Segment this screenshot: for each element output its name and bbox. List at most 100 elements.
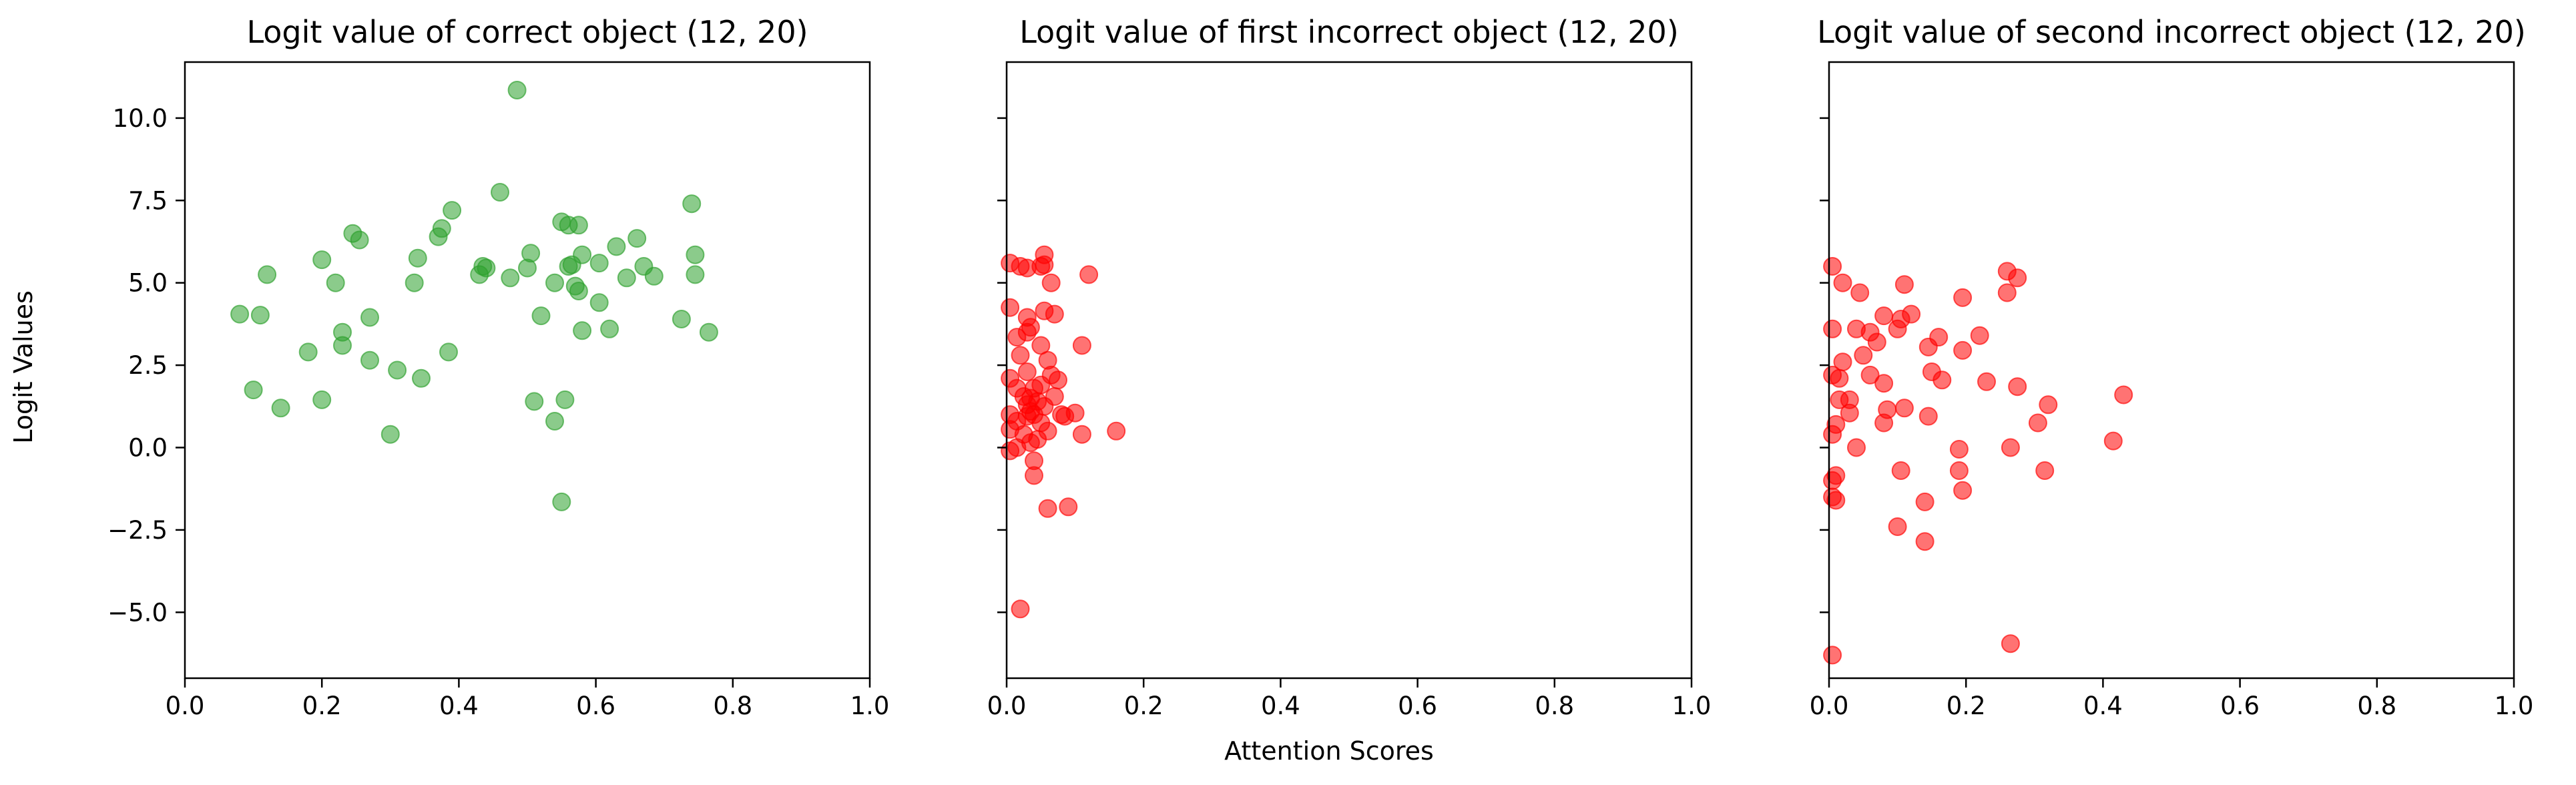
y-tick-label: −5.0 (107, 598, 168, 627)
data-point (1970, 326, 1989, 345)
data-point (2028, 413, 2047, 433)
data-point (258, 265, 277, 284)
data-point (573, 321, 592, 340)
data-point (1953, 340, 1973, 360)
data-point (1038, 499, 1057, 518)
data-point (699, 322, 718, 342)
data-point (1826, 415, 1846, 434)
data-point (1041, 273, 1061, 292)
x-tick-label: 0.6 (1398, 692, 1437, 720)
data-point (1949, 461, 1969, 480)
data-point (1915, 492, 1935, 511)
data-point (1826, 491, 1846, 510)
data-point (326, 273, 345, 292)
data-point (1997, 283, 2017, 302)
data-point (271, 399, 290, 418)
x-tick-label: 1.0 (1672, 692, 1712, 720)
data-point (1011, 346, 1030, 365)
data-point (1850, 283, 1870, 302)
data-point (1823, 319, 1842, 338)
data-point (298, 342, 318, 362)
data-point (230, 304, 250, 324)
data-point (2035, 461, 2055, 480)
data-point (1854, 346, 1873, 365)
data-point (360, 350, 379, 370)
data-point (501, 268, 520, 288)
data-point (405, 273, 424, 292)
data-point (1847, 438, 1866, 457)
data-point (545, 412, 564, 431)
data-point (360, 308, 379, 327)
data-point (600, 319, 619, 338)
y-tick-label: 0.0 (128, 433, 168, 462)
data-point (250, 306, 270, 325)
data-point (1867, 332, 1886, 352)
data-point (244, 380, 263, 400)
x-tick-label: 1.0 (850, 692, 890, 720)
data-point (1038, 421, 1057, 441)
data-point (1891, 461, 1910, 480)
plot-frame (1005, 61, 1693, 680)
data-point (388, 360, 407, 380)
data-point (1894, 275, 1914, 294)
data-point (1949, 440, 1969, 459)
data-point (1833, 352, 1852, 372)
x-tick-label: 0.0 (166, 692, 205, 720)
data-point (682, 194, 702, 214)
y-axis-label: Logit Values (9, 290, 38, 444)
data-point (1933, 370, 1952, 390)
data-point (1953, 288, 1973, 307)
data-point (1977, 372, 1996, 391)
data-point (1874, 374, 1894, 393)
data-point (686, 265, 705, 284)
y-tick-label: −2.5 (107, 516, 168, 545)
x-tick-label: 0.2 (302, 692, 342, 720)
data-point (672, 310, 691, 328)
data-point (1017, 362, 1037, 381)
data-point (1107, 421, 1126, 441)
data-point (312, 250, 332, 270)
data-point (2103, 431, 2123, 451)
data-point (573, 245, 592, 264)
data-point (1823, 645, 1842, 665)
data-point (1059, 497, 1078, 517)
data-point (1011, 599, 1030, 619)
data-point (521, 244, 541, 263)
data-point (1823, 257, 1842, 276)
data-point (1915, 532, 1935, 551)
data-point (1918, 407, 1938, 426)
data-point (1025, 466, 1043, 485)
data-point (507, 81, 527, 99)
x-tick-label: 1.0 (2495, 692, 2534, 720)
data-point (686, 245, 705, 264)
data-point (2039, 395, 2058, 415)
data-point (333, 336, 352, 355)
data-point (380, 425, 400, 444)
x-tick-label: 0.6 (576, 692, 615, 720)
scatter-panel-1: Logit value of correct object (12, 20) 0.… (107, 14, 889, 720)
x-tick-label: 0.0 (1810, 692, 1849, 720)
data-point (569, 282, 588, 300)
data-point (1840, 403, 1859, 423)
x-axis-label: Attention Scores (1224, 736, 1434, 766)
y-tick-label: 7.5 (128, 186, 168, 215)
data-point (2114, 385, 2133, 405)
data-point (1902, 304, 1921, 324)
data-point (1874, 306, 1894, 326)
data-point (443, 201, 462, 220)
data-point (1888, 517, 1907, 536)
scatter-panel-2: Logit value of first incorrect object (1… (987, 14, 1712, 720)
panel-title: Logit value of second incorrect object (… (1817, 14, 2526, 50)
data-point (555, 390, 575, 409)
data-point (644, 266, 664, 286)
panel-title: Logit value of first incorrect object (1… (1019, 14, 1679, 50)
data-point (617, 268, 636, 288)
x-tick-label: 0.4 (1261, 692, 1300, 720)
data-point (350, 230, 369, 250)
data-point (589, 293, 609, 312)
data-point (1860, 365, 1880, 384)
data-point (1953, 481, 1973, 500)
data-point (1079, 265, 1099, 284)
data-point (2008, 377, 2027, 397)
panel-title: Logit value of correct object (12, 20) (246, 14, 808, 50)
